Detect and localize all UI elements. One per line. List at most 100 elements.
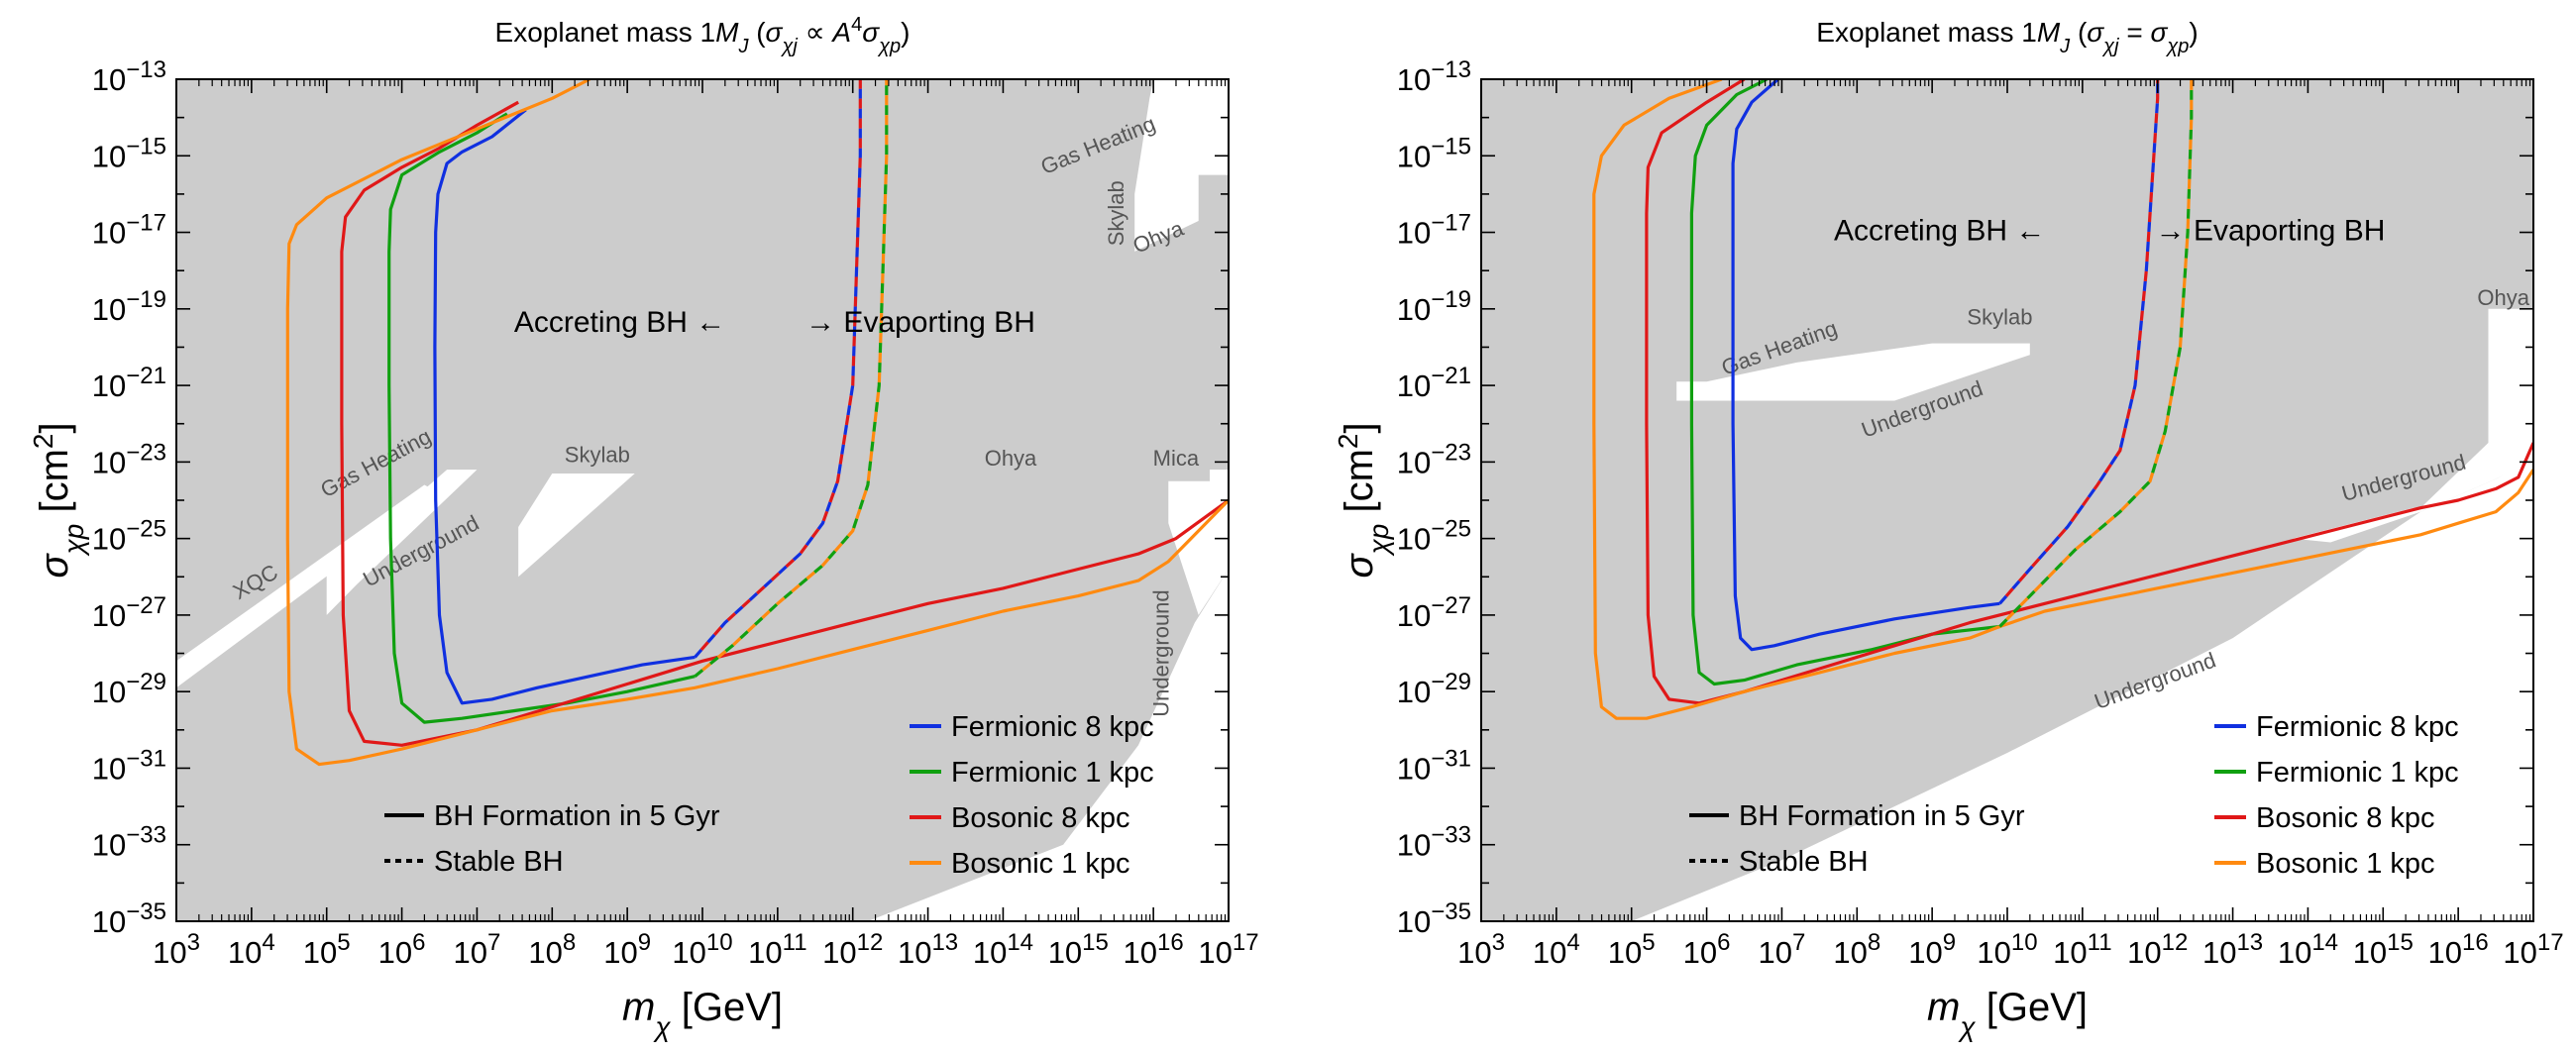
tick-exponent: −19 [126,285,166,312]
tick-base: 10 [1397,292,1431,327]
style-legend-label: Stable BH [1739,846,1869,878]
tick-exponent: 6 [1717,929,1730,956]
tick-exponent: 17 [2537,929,2564,956]
title-exponent: 4 [851,14,862,36]
tick-base: 10 [1977,935,2010,970]
tick-exponent: −15 [1431,133,1471,159]
legend-label: Fermionic 1 kpc [951,757,1154,789]
series-line [1592,79,2533,720]
x-tick-label: 103 [153,929,200,971]
x-axis-label: mχ [GeV] [622,986,783,1042]
y-tick-label: 10−31 [1397,745,1471,787]
tick-exponent: −25 [1431,515,1471,542]
tick-base: 10 [1397,369,1431,403]
title-sigma: σ [862,17,880,48]
y-tick-label: 10−29 [1397,669,1471,710]
tick-base: 10 [1683,935,1717,970]
tick-exponent: 7 [487,929,500,956]
title-mass-symbol: M [715,17,739,48]
y-tick-label: 10−21 [1397,363,1471,404]
x-tick-label: 1016 [2428,929,2489,971]
tick-base: 10 [1198,935,1232,970]
y-tick-label: 10−35 [92,898,166,940]
excluded-region [176,79,1229,921]
region-label: Skylab [1104,180,1128,246]
series-line [433,108,696,705]
tick-base: 10 [2353,935,2387,970]
title-sigma: σ [766,17,784,48]
tick-base: 10 [672,935,705,970]
legend-label: Bosonic 1 kpc [2256,848,2435,880]
style-legend: BH Formation in 5 Gyr Stable BH [1689,800,2025,878]
x-tick-label: 1014 [973,929,1033,971]
tick-base: 10 [1124,935,1157,970]
y-label-unit: ] [33,422,76,433]
tick-exponent: 5 [337,929,350,956]
tick-base: 10 [528,935,562,970]
series-line [1645,79,2533,705]
x-tick-label: 104 [1533,929,1580,971]
tick-base: 10 [92,751,126,786]
region-label: Ohya [985,446,1037,471]
title-subscript: χp [2165,36,2189,57]
tick-base: 10 [92,904,126,939]
series-line [387,112,696,724]
x-tick-label: 1015 [1048,929,1109,971]
tick-base: 10 [1397,445,1431,479]
tick-exponent: 9 [638,929,651,956]
style-legend-label: BH Formation in 5 Gyr [1739,800,2025,832]
tick-exponent: 11 [783,929,807,956]
y-tick-label: 10−21 [92,363,166,404]
region-label: Skylab [565,442,630,467]
x-label-unit: [GeV] [1976,986,2088,1029]
tick-exponent: 10 [706,929,733,956]
series-line-dashed [1998,79,2194,628]
series-line [285,79,1229,767]
y-tick-label: 10−29 [92,669,166,710]
legend: Fermionic 8 kpc Fermionic 1 kpc Bosonic 8 … [910,711,1154,880]
series-line-dashed [694,79,862,659]
tick-base: 10 [1397,675,1431,709]
legend-label: Bosonic 8 kpc [951,802,1130,834]
style-legend-label: Stable BH [434,846,564,878]
series-line-dashed [694,79,889,678]
title-sigma: σ [2150,17,2168,48]
series-line-dashed [694,79,862,659]
tick-exponent: −13 [1431,56,1471,83]
title-text: ) [901,17,910,48]
region-label: Mica [1153,446,1200,471]
x-tick-label: 107 [454,929,501,971]
tick-base: 10 [2202,935,2236,970]
tick-base: 10 [92,675,126,709]
tick-exponent: 10 [2011,929,2038,956]
tick-exponent: 17 [1233,929,1259,956]
allowed-region [1134,79,1229,252]
tick-base: 10 [748,935,782,970]
legend-label: Fermionic 1 kpc [2256,757,2459,789]
y-tick-label: 10−23 [1397,439,1471,480]
tick-exponent: −23 [1431,439,1471,466]
title-subscript: J [737,36,749,57]
tick-base: 10 [1397,216,1431,251]
x-tick-label: 108 [528,929,576,971]
tick-base: 10 [228,935,262,970]
tick-base: 10 [1048,935,1082,970]
tick-base: 10 [1397,828,1431,863]
series-line-dashed [1998,79,2160,605]
plot-area: Gas Heating SkylabUndergroundUndergroundO… [1481,79,2533,921]
tick-exponent: −17 [1431,209,1471,236]
allowed-region [1168,470,1229,615]
tick-base: 10 [378,935,412,970]
tick-base: 10 [603,935,637,970]
allowed-region [1676,343,2030,401]
x-tick-label: 1010 [1977,929,2037,971]
x-tick-label: 1012 [2127,929,2188,971]
annotation: → Evaporting BH [2156,214,2386,247]
legend: Fermionic 8 kpc Fermionic 1 kpc Bosonic 8 … [2214,711,2459,880]
y-label-exponent: 2 [1333,434,1363,450]
tick-exponent: 11 [2088,929,2112,956]
tick-exponent: 16 [2462,929,2489,956]
title-mass-symbol: M [2037,17,2061,48]
annotation: Accreting BH ← [1834,214,2045,247]
x-tick-label: 1014 [2278,929,2338,971]
